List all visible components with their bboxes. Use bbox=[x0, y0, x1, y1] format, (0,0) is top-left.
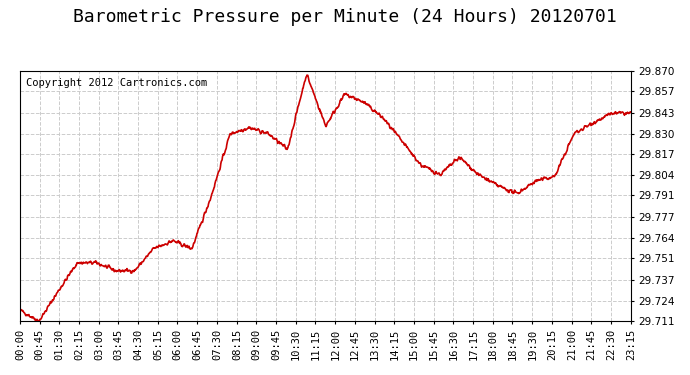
Text: Barometric Pressure per Minute (24 Hours) 20120701: Barometric Pressure per Minute (24 Hours… bbox=[73, 8, 617, 26]
Text: Copyright 2012 Cartronics.com: Copyright 2012 Cartronics.com bbox=[26, 78, 208, 88]
